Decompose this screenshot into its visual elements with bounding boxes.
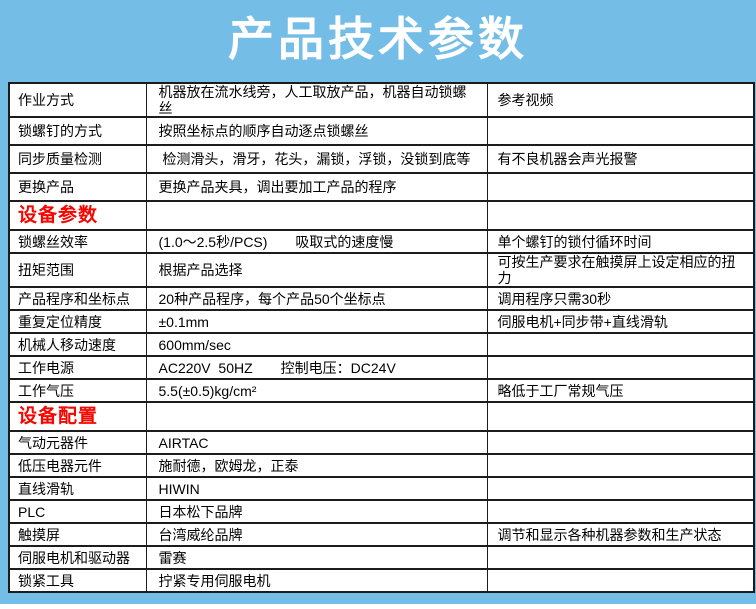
param-label-cell: 扭矩范围 <box>8 252 147 289</box>
param-value-cell <box>145 200 488 232</box>
param-note-cell <box>486 453 755 479</box>
param-note-cell <box>486 355 755 381</box>
table-row: 锁螺钉的方式 按照坐标点的顺序自动逐点锁螺丝 <box>8 116 755 147</box>
param-label-cell: 作业方式 <box>8 81 147 119</box>
param-label-cell: 设备配置 <box>8 401 147 433</box>
param-label-cell: 更换产品 <box>8 172 147 203</box>
table-row: 工作气压 5.5(±0.5)kg/cm² 略低于工厂常规气压 <box>8 378 755 404</box>
param-note-cell: 略低于工厂常规气压 <box>486 378 755 404</box>
param-value-cell: 机器放在流水线旁，人工取放产品，机器自动锁螺丝 <box>145 81 488 119</box>
param-note-cell: 可按生产要求在触摸屏上设定相应的扭力 <box>486 252 755 289</box>
param-note-cell: 参考视频 <box>486 81 755 119</box>
param-value-cell <box>145 401 488 433</box>
param-label-cell: 气动元器件 <box>8 430 147 456</box>
param-value-cell: 更换产品夹具，调出要加工产品的程序 <box>145 172 488 203</box>
param-value-cell: AIRTAC <box>145 430 488 456</box>
table-row: 伺服电机和驱动器 雷赛 <box>8 545 755 571</box>
param-note-cell <box>486 545 755 571</box>
param-value-cell: HIWIN <box>145 476 488 502</box>
param-value-cell: 雷赛 <box>145 545 488 571</box>
param-value-cell: 台湾威纶品牌 <box>145 522 488 548</box>
param-note-cell <box>486 200 755 232</box>
param-note-cell <box>486 568 755 594</box>
param-label-cell: 同步质量检测 <box>8 144 147 175</box>
param-label-cell: 触摸屏 <box>8 522 147 548</box>
param-label-cell: 工作电源 <box>8 355 147 381</box>
param-label-cell: 工作气压 <box>8 378 147 404</box>
param-note-cell: 调节和显示各种机器参数和生产状态 <box>486 522 755 548</box>
param-value-cell: 日本松下品牌 <box>145 499 488 525</box>
parameters-table: 作业方式 机器放在流水线旁，人工取放产品，机器自动锁螺丝 参考视频 锁螺钉的方式… <box>8 81 755 594</box>
table-row: 气动元器件 AIRTAC <box>8 430 755 456</box>
param-label-cell: 锁紧工具 <box>8 568 147 594</box>
param-label-cell: 重复定位精度 <box>8 309 147 335</box>
table-row: 工作电源 AC220V 50HZ 控制电压：DC24V <box>8 355 755 381</box>
table-row: 作业方式 机器放在流水线旁，人工取放产品，机器自动锁螺丝 参考视频 <box>8 81 755 119</box>
param-value-cell: 根据产品选择 <box>145 252 488 289</box>
param-value-cell: 600mm/sec <box>145 332 488 358</box>
param-value-cell: 20种产品程序，每个产品50个坐标点 <box>145 286 488 312</box>
param-note-cell <box>486 476 755 502</box>
table-row: PLC 日本松下品牌 <box>8 499 755 525</box>
table-row: 重复定位精度 ±0.1mm 伺服电机+同步带+直线滑轨 <box>8 309 755 335</box>
param-label-cell: 直线滑轨 <box>8 476 147 502</box>
param-note-cell <box>486 172 755 203</box>
param-value-cell: (1.0～2.5秒/PCS) 吸取式的速度慢 <box>145 229 488 255</box>
param-value-cell: 5.5(±0.5)kg/cm² <box>145 378 488 404</box>
param-note-cell: 伺服电机+同步带+直线滑轨 <box>486 309 755 335</box>
param-note-cell: 调用程序只需30秒 <box>486 286 755 312</box>
table-row: 产品程序和坐标点 20种产品程序，每个产品50个坐标点 调用程序只需30秒 <box>8 286 755 312</box>
param-note-cell <box>486 499 755 525</box>
param-note-cell: 单个螺钉的锁付循环时间 <box>486 229 755 255</box>
param-value-cell: 按照坐标点的顺序自动逐点锁螺丝 <box>145 116 488 147</box>
params-table-body: 作业方式 机器放在流水线旁，人工取放产品，机器自动锁螺丝 参考视频 锁螺钉的方式… <box>8 81 755 594</box>
param-label-cell: 设备参数 <box>8 200 147 232</box>
table-row: 锁紧工具 拧紧专用伺服电机 <box>8 568 755 594</box>
param-label-cell: 机械人移动速度 <box>8 332 147 358</box>
param-note-cell <box>486 430 755 456</box>
param-label-cell: 伺服电机和驱动器 <box>8 545 147 571</box>
param-label-cell: PLC <box>8 499 147 525</box>
table-row: 触摸屏 台湾威纶品牌 调节和显示各种机器参数和生产状态 <box>8 522 755 548</box>
param-note-cell <box>486 401 755 433</box>
param-value-cell: AC220V 50HZ 控制电压：DC24V <box>145 355 488 381</box>
table-row: 机械人移动速度 600mm/sec <box>8 332 755 358</box>
table-row: 同步质量检测 检测滑头，滑牙，花头，漏锁，浮锁，没锁到底等 有不良机器会声光报警 <box>8 144 755 175</box>
param-note-cell <box>486 116 755 147</box>
param-label-cell: 锁螺丝效率 <box>8 229 147 255</box>
table-row: 更换产品 更换产品夹具，调出要加工产品的程序 <box>8 172 755 203</box>
param-label-cell: 产品程序和坐标点 <box>8 286 147 312</box>
param-value-cell: ±0.1mm <box>145 309 488 335</box>
table-row: 锁螺丝效率 (1.0～2.5秒/PCS) 吸取式的速度慢 单个螺钉的锁付循环时间 <box>8 229 755 255</box>
table-row: 设备参数 <box>8 200 755 232</box>
param-label-cell: 锁螺钉的方式 <box>8 116 147 147</box>
page-title: 产品技术参数 <box>228 13 528 65</box>
table-row: 设备配置 <box>8 401 755 433</box>
table-row: 低压电器元件 施耐德，欧姆龙，正泰 <box>8 453 755 479</box>
param-label-cell: 低压电器元件 <box>8 453 147 479</box>
param-note-cell <box>486 332 755 358</box>
param-value-cell: 拧紧专用伺服电机 <box>145 568 488 594</box>
param-value-cell: 施耐德，欧姆龙，正泰 <box>145 453 488 479</box>
table-row: 扭矩范围 根据产品选择 可按生产要求在触摸屏上设定相应的扭力 <box>8 252 755 289</box>
param-value-cell: 检测滑头，滑牙，花头，漏锁，浮锁，没锁到底等 <box>145 144 488 175</box>
table-row: 直线滑轨 HIWIN <box>8 476 755 502</box>
param-note-cell: 有不良机器会声光报警 <box>486 144 755 175</box>
